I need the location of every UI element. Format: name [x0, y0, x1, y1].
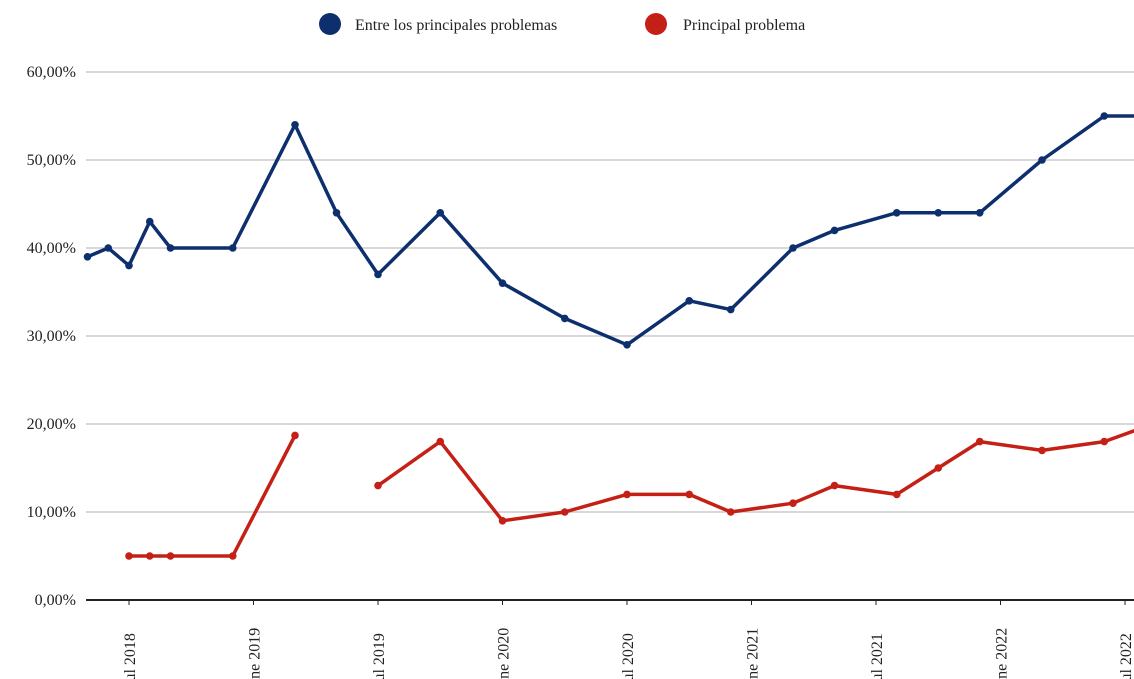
series-2-point[interactable]	[1038, 446, 1046, 455]
x-tick-label: jul 2019	[371, 633, 388, 679]
series-1-line	[86, 114, 1134, 347]
series-1-point[interactable]	[498, 279, 507, 288]
series-1-point[interactable]	[1100, 112, 1109, 120]
series-1-point[interactable]	[291, 121, 299, 129]
y-axis-tick-labels: 0,00% 10,00% 20,00% 30,00% 40,00% 50,00% 60,00…	[27, 64, 76, 609]
series-1	[83, 112, 1134, 349]
plot-series	[83, 112, 1134, 560]
series-2-point[interactable]	[374, 481, 382, 490]
series-1-point[interactable]	[374, 270, 382, 279]
series-1-point[interactable]	[166, 244, 175, 252]
series-1-point[interactable]	[975, 209, 984, 217]
y-gridlines	[86, 71, 1134, 513]
legend-label-series-1: Entre los principales problemas	[355, 17, 557, 34]
series-2-point[interactable]	[560, 508, 569, 516]
x-tick-label: jul 2018	[122, 633, 139, 679]
series-1-point[interactable]	[623, 341, 631, 349]
series-2-point[interactable]	[975, 437, 984, 446]
x-tick-label: jul 2022	[1118, 633, 1134, 679]
y-tick-label: 10,00%	[27, 504, 76, 521]
legend-swatch-series-1	[319, 13, 341, 35]
legend-swatch-series-2	[645, 13, 667, 35]
series-2-point[interactable]	[166, 552, 175, 560]
series-2	[125, 429, 1134, 560]
series-2-point[interactable]	[830, 481, 839, 490]
series-1-point[interactable]	[560, 314, 569, 323]
y-tick-label: 50,00%	[27, 152, 76, 169]
x-tick-label: ene 2022	[994, 628, 1011, 679]
series-1-point[interactable]	[892, 209, 901, 217]
x-tick-label: ene 2020	[496, 628, 513, 679]
series-2-point[interactable]	[125, 552, 133, 560]
x-tick-label: ene 2021	[745, 628, 762, 679]
series-2-point[interactable]	[498, 517, 507, 525]
series-2-point[interactable]	[228, 552, 237, 560]
series-2-point[interactable]	[789, 499, 797, 508]
y-tick-label: 30,00%	[27, 328, 76, 345]
series-1-point[interactable]	[934, 209, 943, 217]
series-2-point[interactable]	[726, 508, 735, 516]
y-tick-label: 0,00%	[35, 592, 76, 609]
series-1-point[interactable]	[228, 244, 237, 252]
series-2-point[interactable]	[145, 552, 154, 560]
legend-item-series-1[interactable]: Entre los principales problemas	[319, 13, 557, 35]
legend-label-series-2: Principal problema	[683, 17, 805, 34]
series-2-point[interactable]	[934, 464, 943, 472]
x-tick-label: jul 2021	[869, 633, 886, 679]
y-tick-label: 60,00%	[27, 64, 76, 81]
series-1-point[interactable]	[789, 244, 797, 252]
series-1-point[interactable]	[145, 217, 154, 226]
y-tick-label: 40,00%	[27, 240, 76, 257]
series-1-point[interactable]	[83, 252, 92, 261]
series-2-point[interactable]	[436, 437, 445, 446]
series-1-point[interactable]	[332, 209, 341, 217]
series-2-line	[129, 434, 297, 558]
series-1-point[interactable]	[1038, 156, 1046, 164]
series-1-point[interactable]	[104, 244, 113, 252]
series-1-point[interactable]	[830, 226, 839, 235]
series-1-point[interactable]	[436, 209, 445, 217]
x-tick-label: jul 2020	[620, 633, 637, 679]
series-2-point[interactable]	[892, 490, 901, 499]
legend-item-series-2[interactable]: Principal problema	[645, 13, 805, 35]
y-tick-label: 20,00%	[27, 416, 76, 433]
series-1-point[interactable]	[685, 297, 694, 305]
x-tick-label: ene 2019	[247, 628, 264, 679]
series-1-point[interactable]	[125, 261, 133, 270]
legend: Entre los principales problemas Principa…	[319, 13, 805, 35]
series-2-point[interactable]	[685, 490, 694, 499]
x-axis-tick-labels: jul 2018 ene 2019 jul 2019 ene 2020 jul 2020…	[122, 600, 1134, 679]
series-2-point[interactable]	[291, 431, 299, 440]
series-2-line	[376, 429, 1134, 523]
series-2-point[interactable]	[1100, 437, 1109, 446]
series-2-point[interactable]	[623, 490, 631, 499]
series-1-point[interactable]	[726, 305, 735, 314]
